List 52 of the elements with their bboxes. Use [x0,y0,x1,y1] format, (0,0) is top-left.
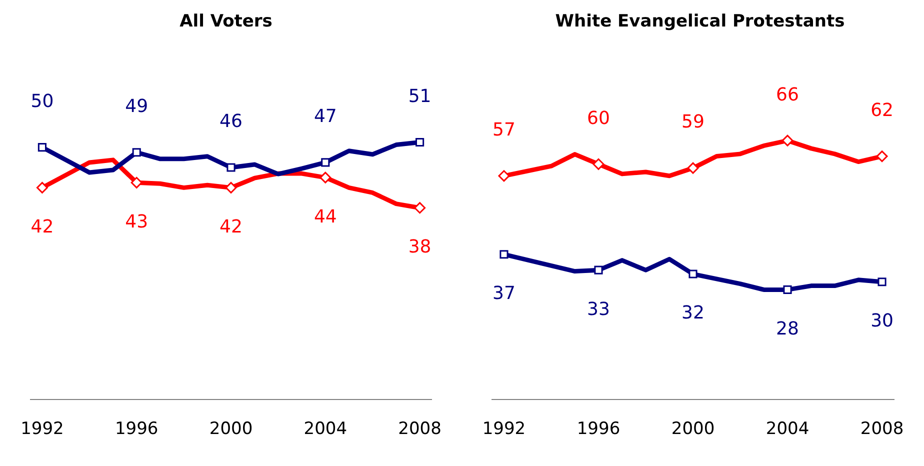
point [225,182,237,194]
point [226,163,236,172]
data-label: 43 [125,211,148,232]
point [320,172,332,184]
x-tick-label: 1992 [20,419,64,440]
data-label: 32 [682,302,704,324]
data-label: 46 [220,111,242,132]
point [321,158,330,167]
data-label: 37 [492,283,516,304]
point [498,170,510,182]
data-label: 47 [314,106,337,128]
point [36,182,48,194]
data-label: 42 [220,216,242,238]
point [130,176,142,188]
chart-title: White Evangelical Protestants [555,12,845,32]
x-tick-label: 1996 [114,419,158,440]
point [592,158,604,170]
data-label: 51 [408,86,432,107]
point [132,148,141,157]
point [38,143,46,152]
point [688,270,698,278]
data-label: 38 [408,236,432,258]
data-label: 57 [492,120,516,141]
x-tick-label: 1992 [482,419,526,440]
x-tick-label: 1996 [576,419,620,440]
x-tick-label: 2004 [304,419,348,440]
point [878,278,886,286]
data-label: 30 [870,310,894,332]
x-tick-label: 2000 [671,419,715,440]
point [782,134,794,146]
point [687,162,699,174]
point [416,138,424,147]
data-label: 59 [682,112,704,133]
data-label: 44 [314,206,337,228]
x-tick-label: 2004 [766,419,810,440]
point [594,266,603,274]
point [500,250,508,259]
point [414,202,426,214]
data-label: 49 [125,96,148,118]
data-label: 50 [30,90,54,112]
data-label: 42 [30,216,54,238]
data-label: 28 [776,318,799,340]
data-label: 66 [776,84,799,106]
data-label: 60 [587,108,610,129]
data-label: 33 [587,298,610,320]
x-tick-label: 2008 [398,419,442,440]
point [876,150,888,162]
chart-title: All Voters [180,12,272,32]
x-tick-label: 2008 [860,419,904,440]
point [783,285,792,294]
data-label: 62 [870,100,894,121]
x-tick-label: 2000 [209,419,253,440]
